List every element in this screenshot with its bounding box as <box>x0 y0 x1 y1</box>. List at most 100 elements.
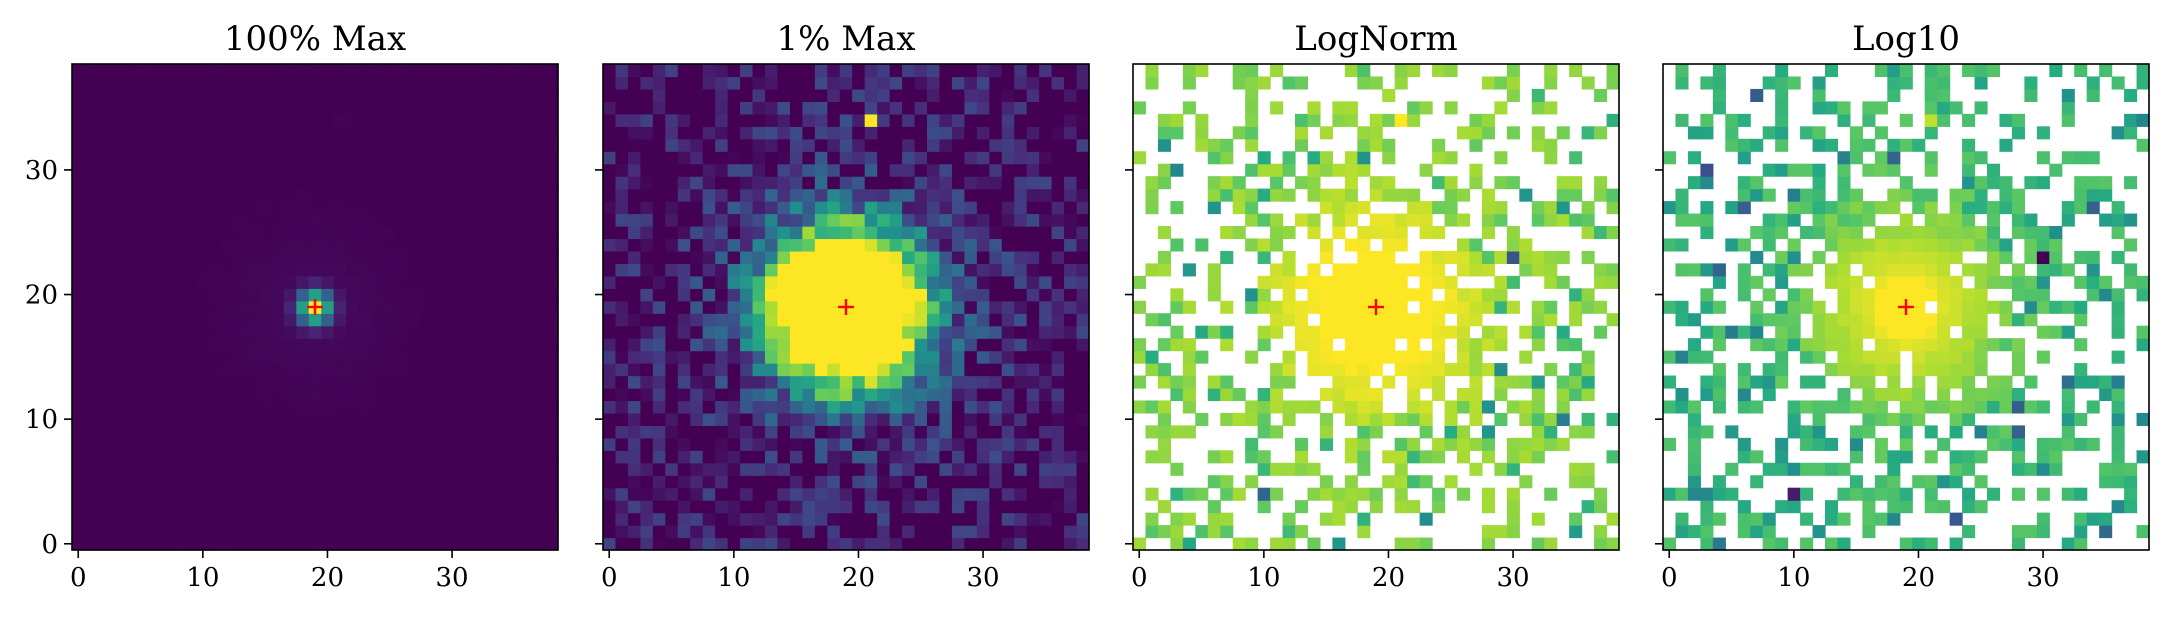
heatmap-cell <box>383 213 397 227</box>
heatmap-cell <box>1687 475 1701 489</box>
heatmap-cell <box>1837 151 1851 165</box>
heatmap-cell <box>1457 300 1471 314</box>
heatmap-cell <box>1195 138 1209 152</box>
heatmap-cell <box>802 388 816 402</box>
heatmap-cell <box>1887 412 1901 426</box>
heatmap-cell <box>383 512 397 526</box>
axes-frame <box>1662 63 2150 551</box>
heatmap-cell <box>1026 126 1040 140</box>
heatmap-cell <box>1064 313 1078 327</box>
heatmap-cell <box>1220 300 1234 314</box>
heatmap-cell <box>333 263 347 277</box>
heatmap-cell <box>121 176 135 190</box>
heatmap-cell <box>740 213 754 227</box>
heatmap-cell <box>1432 275 1446 289</box>
heatmap-cell <box>2049 64 2063 78</box>
heatmap-cell <box>765 375 779 389</box>
heatmap-cell <box>989 288 1003 302</box>
heatmap-cell <box>864 313 878 327</box>
heatmap-cell <box>333 275 347 289</box>
heatmap-cell <box>346 475 360 489</box>
heatmap-cell <box>1369 250 1383 264</box>
heatmap-cell <box>627 163 641 177</box>
heatmap-cell <box>715 226 729 240</box>
heatmap-cell <box>914 512 928 526</box>
heatmap-cell <box>470 88 484 102</box>
heatmap-cell <box>1531 201 1545 215</box>
heatmap-cell <box>2111 350 2125 364</box>
heatmap-cell <box>84 275 98 289</box>
heatmap-cell <box>159 525 173 539</box>
heatmap-cell <box>1026 300 1040 314</box>
heatmap-cell <box>1001 250 1015 264</box>
heatmap-cell <box>1232 537 1246 551</box>
heatmap-cell <box>989 313 1003 327</box>
heatmap-cell <box>1220 151 1234 165</box>
heatmap-cell <box>296 76 310 90</box>
heatmap-cell <box>308 338 322 352</box>
heatmap-cell <box>1407 263 1421 277</box>
heatmap-cell <box>889 338 903 352</box>
heatmap-cell <box>640 101 654 115</box>
heatmap-cell <box>652 113 666 127</box>
heatmap-cell <box>976 126 990 140</box>
heatmap-cell <box>852 363 866 377</box>
heatmap-cell <box>159 450 173 464</box>
heatmap-cell <box>1687 487 1701 501</box>
heatmap-cell <box>1295 500 1309 514</box>
heatmap-cell <box>802 64 816 78</box>
heatmap-cell <box>358 313 372 327</box>
heatmap-cell <box>1295 113 1309 127</box>
heatmap-cell <box>1494 275 1508 289</box>
heatmap-cell <box>864 88 878 102</box>
heatmap-cell <box>1812 176 1826 190</box>
heatmap-cell <box>396 450 410 464</box>
heatmap-cell <box>690 201 704 215</box>
heatmap-cell <box>121 475 135 489</box>
heatmap-cell <box>1444 151 1458 165</box>
heatmap-cell <box>1775 325 1789 339</box>
heatmap-cell <box>1232 226 1246 240</box>
heatmap-cell <box>109 313 123 327</box>
heatmap-cell <box>1862 350 1876 364</box>
heatmap-cell <box>902 88 916 102</box>
heatmap-cell <box>2036 450 2050 464</box>
heatmap-cell <box>627 213 641 227</box>
heatmap-cell <box>184 400 198 414</box>
heatmap-cell <box>96 275 110 289</box>
heatmap-cell <box>171 375 185 389</box>
y-tick-label: 30 <box>25 156 58 186</box>
heatmap-cell <box>877 300 891 314</box>
heatmap-cell <box>902 350 916 364</box>
heatmap-cell <box>1182 263 1196 277</box>
heatmap-cell <box>296 300 310 314</box>
heatmap-cell <box>627 188 641 202</box>
heatmap-cell <box>1344 300 1358 314</box>
heatmap-cell <box>196 462 210 476</box>
heatmap-cell <box>665 338 679 352</box>
heatmap-cell <box>1687 400 1701 414</box>
heatmap-cell <box>121 437 135 451</box>
heatmap-cell <box>677 263 691 277</box>
heatmap-cell <box>1899 250 1913 264</box>
heatmap-cell <box>1569 512 1583 526</box>
heatmap-cell <box>1974 363 1988 377</box>
heatmap-cell <box>964 113 978 127</box>
heatmap-cell <box>640 300 654 314</box>
heatmap-cell <box>1581 288 1595 302</box>
heatmap-cell <box>1999 338 2013 352</box>
heatmap-cell <box>964 400 978 414</box>
heatmap-cell <box>715 412 729 426</box>
heatmap-cell <box>433 226 447 240</box>
heatmap-cell <box>1270 213 1284 227</box>
heatmap-cell <box>1825 275 1839 289</box>
heatmap-cell <box>234 126 248 140</box>
heatmap-cell <box>727 176 741 190</box>
heatmap-cell <box>1369 412 1383 426</box>
heatmap-cell <box>408 325 422 339</box>
heatmap-cell <box>715 138 729 152</box>
heatmap-cell <box>221 76 235 90</box>
heatmap-cell <box>627 226 641 240</box>
heatmap-cell <box>789 363 803 377</box>
heatmap-cell <box>677 412 691 426</box>
